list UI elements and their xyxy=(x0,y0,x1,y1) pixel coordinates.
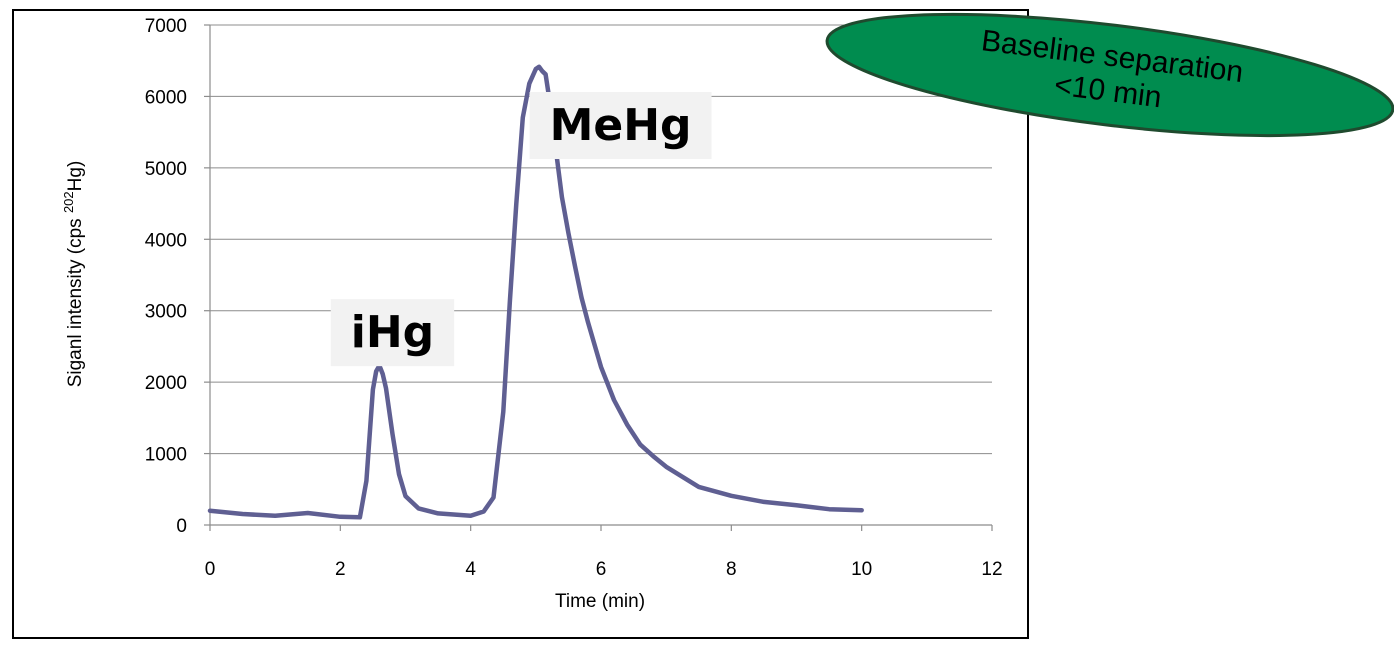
y-tick-label: 4000 xyxy=(145,230,187,251)
peak-label-ihg: iHg xyxy=(330,299,455,367)
y-tick-label: 5000 xyxy=(145,159,187,180)
x-tick-label: 10 xyxy=(851,559,872,580)
chart-frame xyxy=(12,9,1029,639)
y-tick-label: 3000 xyxy=(145,302,187,323)
y-tick-label: 2000 xyxy=(145,373,187,394)
y-tick-label: 0 xyxy=(176,516,187,537)
x-tick-label: 2 xyxy=(335,559,346,580)
y-axis-title: Siganl intensity (cps 202Hg) xyxy=(61,161,86,388)
x-axis-title: Time (min) xyxy=(555,591,645,612)
peak-label-bg xyxy=(529,92,712,159)
x-tick-labels: 0 2 4 6 8 10 12 xyxy=(205,559,1003,580)
axes xyxy=(204,24,993,531)
peak-label-text: iHg xyxy=(351,307,434,358)
x-tick-label: 12 xyxy=(981,559,1002,580)
signal-series-line xyxy=(207,64,864,520)
callout-ellipse xyxy=(825,12,1394,138)
callout: Baseline separation <10 min xyxy=(825,12,1394,138)
peak-label-text: MeHg xyxy=(550,100,692,151)
x-tick-label: 0 xyxy=(205,559,216,580)
peak-annotations: iHg MeHg xyxy=(330,92,712,367)
peak-label-mehg: MeHg xyxy=(529,92,712,159)
x-tick-label: 6 xyxy=(596,559,607,580)
x-tick-label: 8 xyxy=(726,559,737,580)
x-tick-label: 4 xyxy=(465,559,476,580)
y-tick-label: 7000 xyxy=(145,16,187,37)
y-tick-label: 1000 xyxy=(145,445,187,466)
y-tick-label: 6000 xyxy=(145,87,187,108)
y-tick-labels: 0 1000 2000 3000 4000 5000 6000 7000 xyxy=(145,16,187,537)
peak-label-bg xyxy=(330,299,455,367)
